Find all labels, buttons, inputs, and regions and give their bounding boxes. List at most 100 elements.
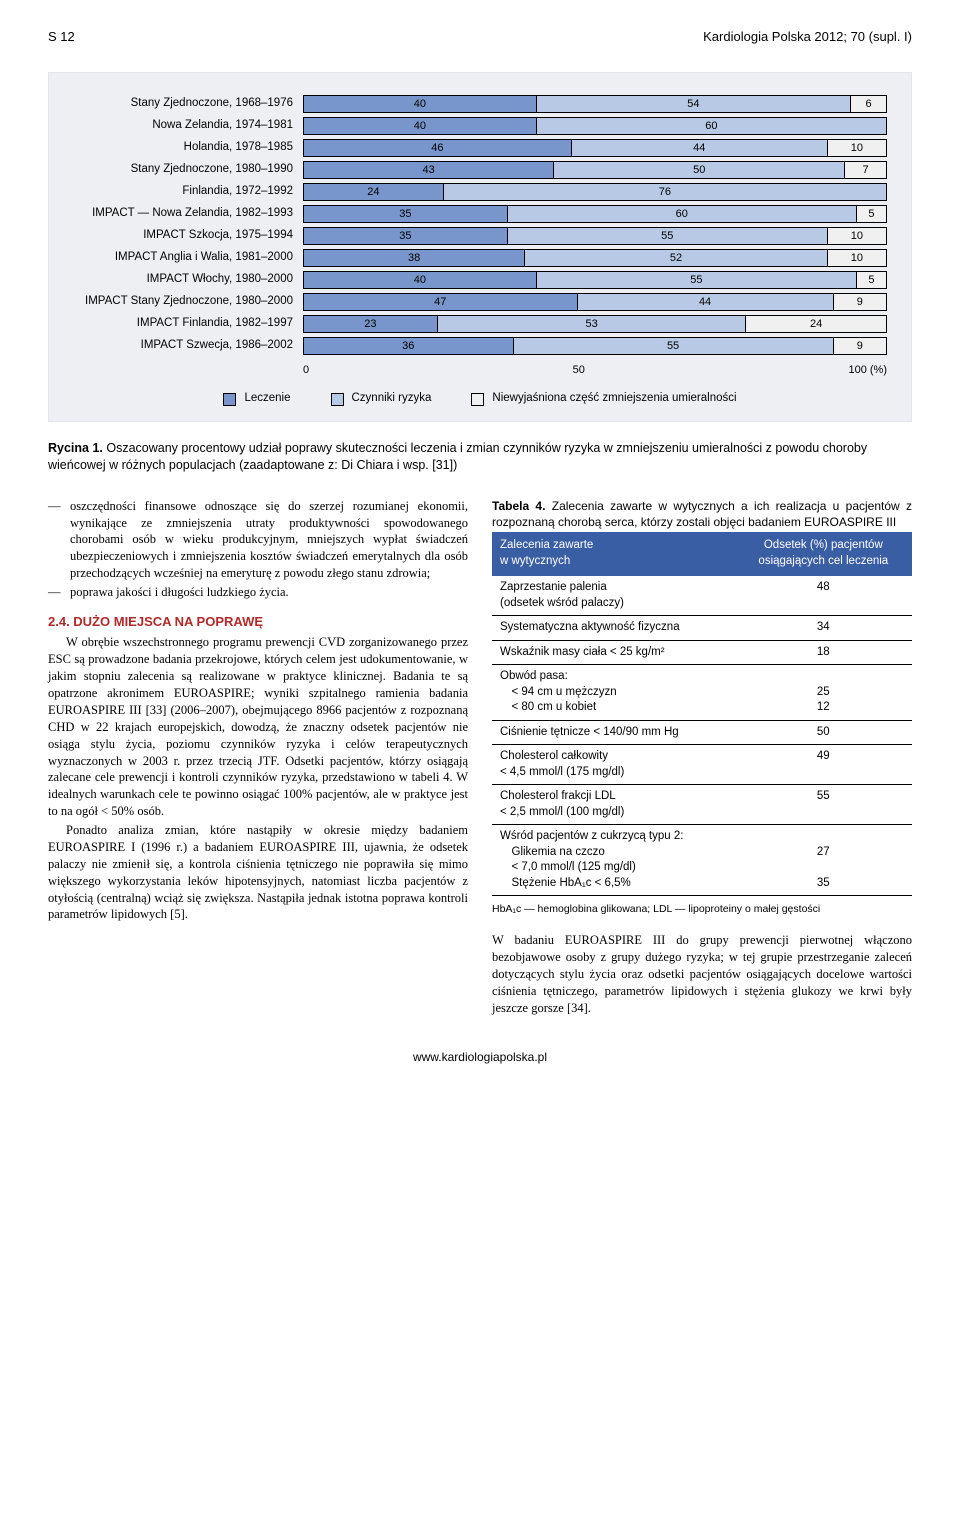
chart-row-label: Stany Zjednoczone, 1968–1976 [73,96,303,112]
table-cell: 18 [735,640,912,665]
table-cell: 27 35 [735,825,912,896]
table-cell: Obwód pasa: < 94 cm u mężczyzn < 80 cm u… [492,665,735,721]
table-row: Systematyczna aktywność fizyczna34 [492,616,912,641]
chart-row: IMPACT Włochy, 1980–200040555 [73,271,887,290]
legend-item: Niewyjaśniona część zmniejszenia umieral… [471,391,736,407]
figure-caption-lead: Rycina 1. [48,441,103,455]
journal-ref: Kardiologia Polska 2012; 70 (supl. I) [703,28,912,46]
chart-segment: 9 [834,338,886,354]
chart-segment: 23 [304,316,438,332]
chart-row: Holandia, 1978–1985464410 [73,139,887,158]
chart-bar: 43507 [303,161,887,179]
chart-row: Finlandia, 1972–19922476 [73,183,887,202]
figure-caption: Rycina 1. Oszacowany procentowy udział p… [48,440,912,474]
chart-segment: 5 [857,206,886,222]
table-cell: 25 12 [735,665,912,721]
chart-segment: 5 [857,272,886,288]
body-paragraph: W obrębie wszechstronnego programu prewe… [48,634,468,820]
data-table: Zalecenia zawarte w wytycznychOdsetek (%… [492,532,912,896]
right-column: Tabela 4. Zalecenia zawarte w wytycznych… [492,498,912,1019]
chart-bar: 385210 [303,249,887,267]
chart-row: IMPACT — Nowa Zelandia, 1982–199335605 [73,205,887,224]
chart-bar: 464410 [303,139,887,157]
chart-row: IMPACT Stany Zjednoczone, 1980–200047449 [73,293,887,312]
table-cell: Wśród pacjentów z cukrzycą typu 2: Glike… [492,825,735,896]
figure-caption-text: Oszacowany procentowy udział poprawy sku… [48,441,867,472]
chart-segment: 54 [537,96,851,112]
chart-segment: 60 [508,206,857,222]
table-cell: 48 [735,576,912,616]
chart-bar: 4060 [303,117,887,135]
footer-link: www.kardiologiapolska.pl [48,1049,912,1065]
chart-bar: 235324 [303,315,887,333]
chart-row-label: Holandia, 1978–1985 [73,140,303,156]
chart-segment: 10 [828,140,886,156]
table-cell: Systematyczna aktywność fizyczna [492,616,735,641]
chart-segment: 50 [554,162,845,178]
table-cell: Cholesterol całkowity < 4,5 mmol/l (175 … [492,745,735,785]
legend-label: Niewyjaśniona część zmniejszenia umieral… [492,391,736,407]
axis-tick: 0 [303,363,309,378]
table-title: Tabela 4. Zalecenia zawarte w wytycznych… [492,498,912,530]
chart-row: Nowa Zelandia, 1974–19814060 [73,117,887,136]
table-title-text: Zalecenia zawarte w wytycznych a ich rea… [492,499,912,529]
chart-segment: 38 [304,250,525,266]
chart-row-label: IMPACT Włochy, 1980–2000 [73,272,303,288]
chart-segment: 36 [304,338,514,354]
chart-bar: 40555 [303,271,887,289]
legend-item: Leczenie [223,391,290,407]
chart-row-label: IMPACT — Nowa Zelandia, 1982–1993 [73,206,303,222]
legend-swatch [471,393,484,406]
chart-segment: 24 [304,184,444,200]
chart-row-label: IMPACT Finlandia, 1982–1997 [73,316,303,332]
chart-segment: 52 [525,250,828,266]
chart-segment: 60 [537,118,886,134]
chart-segment: 35 [304,228,508,244]
table-header-cell: Zalecenia zawarte w wytycznych [492,532,735,576]
chart-segment: 76 [444,184,886,200]
table-cell: 34 [735,616,912,641]
axis-tick: 50 [573,363,585,378]
chart-segment: 44 [578,294,834,310]
table-row: Wskaźnik masy ciała < 25 kg/m²18 [492,640,912,665]
table-cell: 55 [735,785,912,825]
chart-segment: 10 [828,228,886,244]
chart-segment: 53 [438,316,746,332]
chart-segment: 9 [834,294,886,310]
chart-axis: 0 50 100 (%) [73,359,887,378]
table-row: Ciśnienie tętnicze < 140/90 mm Hg50 [492,720,912,745]
chart-row-label: Finlandia, 1972–1992 [73,184,303,200]
table-cell: Cholesterol frakcji LDL < 2,5 mmol/l (10… [492,785,735,825]
stacked-bar-chart: Stany Zjednoczone, 1968–197640546Nowa Ze… [48,72,912,422]
left-column: —oszczędności finansowe odnoszące się do… [48,498,468,1019]
dash-icon: — [48,584,70,601]
chart-row: IMPACT Szkocja, 1975–1994355510 [73,227,887,246]
chart-row-label: Stany Zjednoczone, 1980–1990 [73,162,303,178]
chart-row-label: Nowa Zelandia, 1974–1981 [73,118,303,134]
table-row: Zaprzestanie palenia (odsetek wśród pala… [492,576,912,616]
chart-bar: 36559 [303,337,887,355]
table-row: Obwód pasa: < 94 cm u mężczyzn < 80 cm u… [492,665,912,721]
page-header: S 12 Kardiologia Polska 2012; 70 (supl. … [48,28,912,46]
chart-legend: LeczenieCzynniki ryzykaNiewyjaśniona czę… [73,391,887,407]
legend-label: Leczenie [244,391,290,407]
chart-segment: 55 [508,228,828,244]
chart-row: Stany Zjednoczone, 1980–199043507 [73,161,887,180]
chart-segment: 40 [304,272,537,288]
chart-segment: 40 [304,118,537,134]
chart-bar: 40546 [303,95,887,113]
chart-segment: 47 [304,294,578,310]
table-cell: Wskaźnik masy ciała < 25 kg/m² [492,640,735,665]
axis-tick: 100 (%) [848,363,887,378]
table-cell: 50 [735,720,912,745]
chart-segment: 35 [304,206,508,222]
list-item: —poprawa jakości i długości ludzkiego ży… [48,584,468,601]
table-footnote: HbA₁c — hemoglobina glikowana; LDL — lip… [492,902,912,916]
chart-row-label: IMPACT Stany Zjednoczone, 1980–2000 [73,294,303,310]
chart-bar: 355510 [303,227,887,245]
chart-segment: 10 [828,250,886,266]
chart-segment: 44 [572,140,828,156]
table-title-lead: Tabela 4. [492,499,545,513]
table-row: Cholesterol całkowity < 4,5 mmol/l (175 … [492,745,912,785]
chart-row-label: IMPACT Szwecja, 1986–2002 [73,338,303,354]
